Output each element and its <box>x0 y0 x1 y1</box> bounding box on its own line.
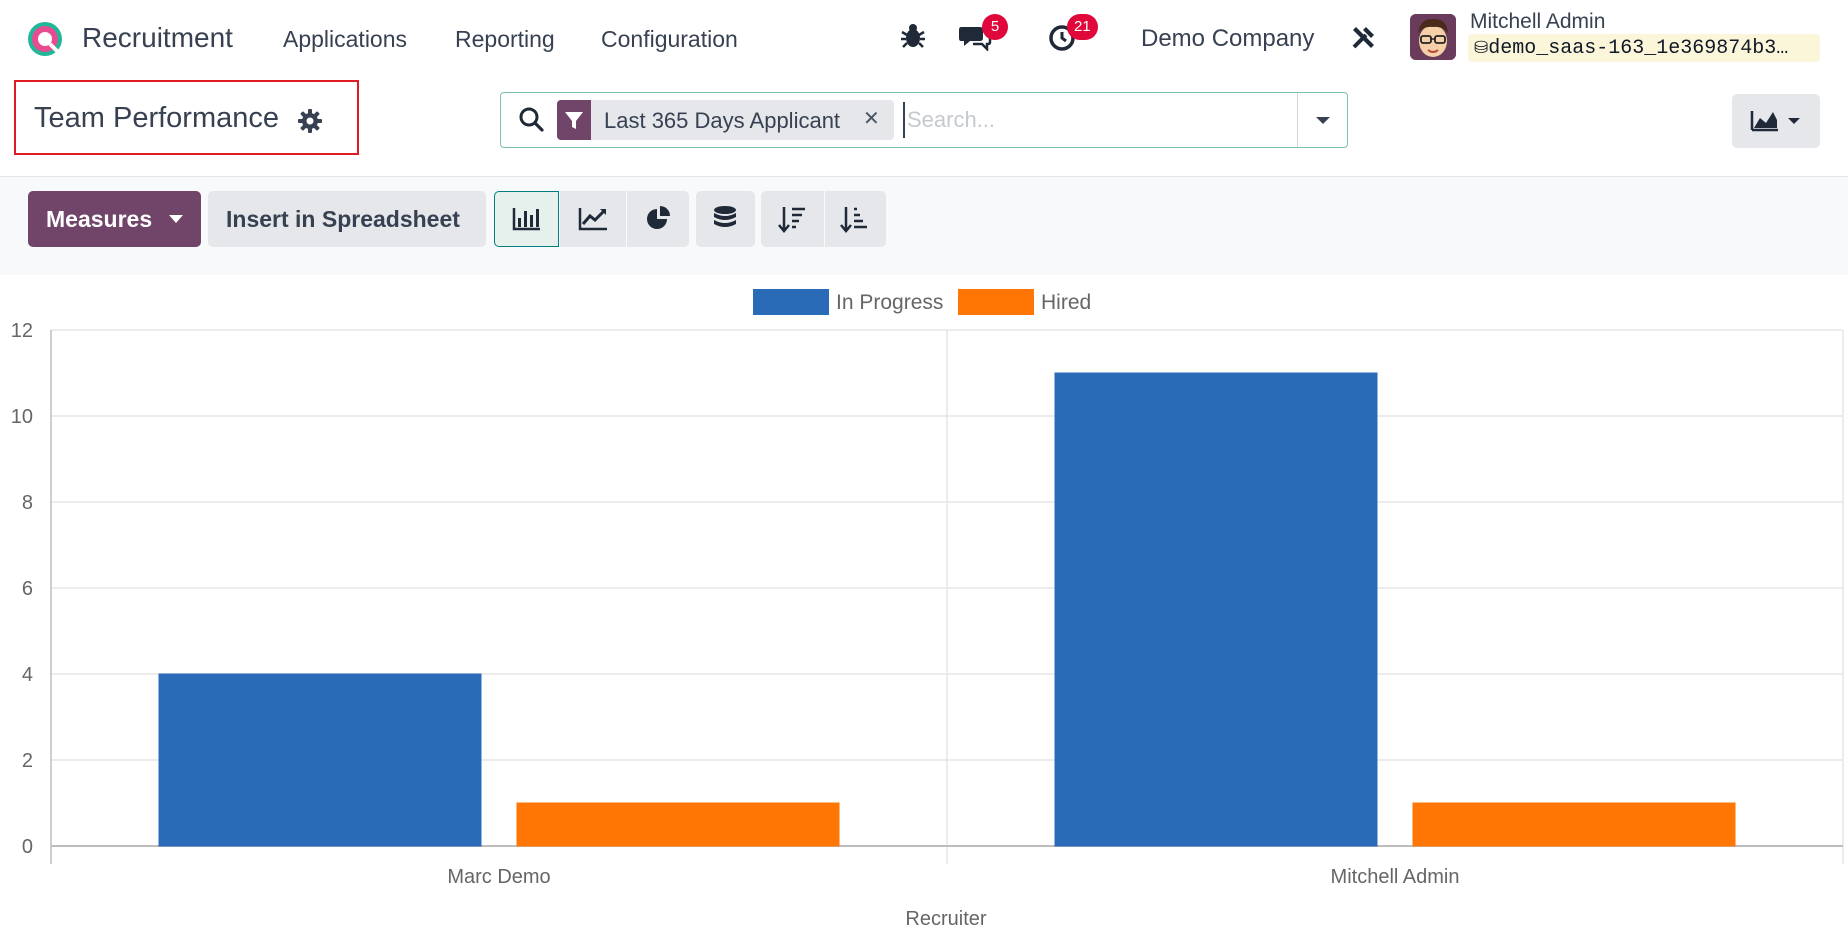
search-icon[interactable] <box>518 106 544 132</box>
area-chart-icon <box>1750 111 1800 132</box>
y-tick-label: 0 <box>22 836 33 858</box>
line-chart-button[interactable] <box>560 191 626 247</box>
x-axis-label: Recruiter <box>905 908 986 930</box>
sort-ascending-icon <box>840 207 867 233</box>
user-avatar[interactable] <box>1410 14 1456 60</box>
search-options-toggle[interactable] <box>1297 93 1347 147</box>
title-highlight-box <box>14 80 359 155</box>
database-label: demo_saas-163_1e369874b3… <box>1488 37 1789 60</box>
chart-legend: In Progress Hired <box>753 289 1091 315</box>
bar-chart-icon <box>512 208 540 231</box>
menu-reporting[interactable]: Reporting <box>455 26 555 52</box>
line-chart-icon <box>578 208 607 231</box>
search-input[interactable] <box>903 102 1293 138</box>
bar-chart-button[interactable] <box>494 191 559 247</box>
chart-bars <box>158 372 1736 847</box>
activities-badge: 21 <box>1067 14 1098 40</box>
pie-chart-icon <box>647 206 670 229</box>
legend-swatch[interactable] <box>753 289 829 315</box>
y-tick-label: 8 <box>22 492 33 514</box>
recruitment-app-icon[interactable] <box>26 20 64 58</box>
messages-badge: 5 <box>982 14 1008 40</box>
bar-hired[interactable] <box>1412 802 1736 847</box>
x-tick-label: Marc Demo <box>447 866 550 888</box>
user-name[interactable]: Mitchell Admin <box>1470 10 1606 33</box>
company-switcher[interactable]: Demo Company <box>1141 25 1315 52</box>
sort-descending-icon <box>778 207 805 233</box>
search-facet <box>557 100 894 140</box>
caret-down-icon <box>169 215 183 223</box>
measures-button[interactable]: Measures <box>28 191 201 247</box>
insert-in-spreadsheet-label: Insert in Spreadsheet <box>226 206 460 232</box>
page-title: Team Performance <box>34 102 279 134</box>
debug-tools-icon[interactable] <box>1350 23 1378 51</box>
insert-in-spreadsheet-button[interactable]: Insert in Spreadsheet <box>208 191 486 247</box>
top-navbar: Recruitment Applications Reporting Confi… <box>0 0 1848 75</box>
database-stack-icon <box>714 206 736 227</box>
y-tick-label: 2 <box>22 750 33 772</box>
gear-icon[interactable] <box>297 108 323 134</box>
menu-applications[interactable]: Applications <box>283 26 408 52</box>
caret-down-icon <box>1316 117 1330 124</box>
y-tick-label: 10 <box>11 406 33 428</box>
measures-label: Measures <box>46 206 153 232</box>
remove-facet-icon[interactable]: ✕ <box>863 108 880 130</box>
x-axis-ticks: Marc Demo Mitchell Admin <box>447 866 1459 888</box>
database-name: ⛁demo_saas-163_1e369874b3… <box>1468 34 1820 62</box>
y-tick-label: 4 <box>22 664 33 686</box>
y-axis-ticks: 0 2 4 6 8 10 12 <box>11 320 33 858</box>
bar-in-progress[interactable] <box>1054 372 1378 847</box>
menu-configuration[interactable]: Configuration <box>601 26 738 52</box>
team-performance-bar-chart: In Progress Hired 0 2 4 6 8 10 12 Marc Demo Mitc… <box>11 289 1844 930</box>
bar-hired[interactable] <box>516 802 840 847</box>
facet-label: Last 365 Days Applicant <box>604 108 841 133</box>
bug-icon[interactable] <box>900 22 926 50</box>
database-icon: ⛁ <box>1474 38 1489 58</box>
filter-facet-badge <box>557 100 591 140</box>
stacked-toggle-button[interactable] <box>696 191 755 247</box>
x-tick-label: Mitchell Admin <box>1331 866 1460 888</box>
legend-label[interactable]: In Progress <box>836 291 943 314</box>
y-tick-label: 12 <box>11 320 33 342</box>
sort-ascending-button[interactable] <box>825 191 886 247</box>
legend-swatch[interactable] <box>958 289 1034 315</box>
legend-label[interactable]: Hired <box>1041 291 1091 314</box>
bar-in-progress[interactable] <box>158 673 482 847</box>
sort-descending-button[interactable] <box>761 191 824 247</box>
pie-chart-button[interactable] <box>627 191 689 247</box>
filter-icon <box>565 112 583 129</box>
app-name[interactable]: Recruitment <box>82 22 233 53</box>
y-tick-label: 6 <box>22 578 33 600</box>
view-switcher-button[interactable] <box>1732 94 1820 148</box>
